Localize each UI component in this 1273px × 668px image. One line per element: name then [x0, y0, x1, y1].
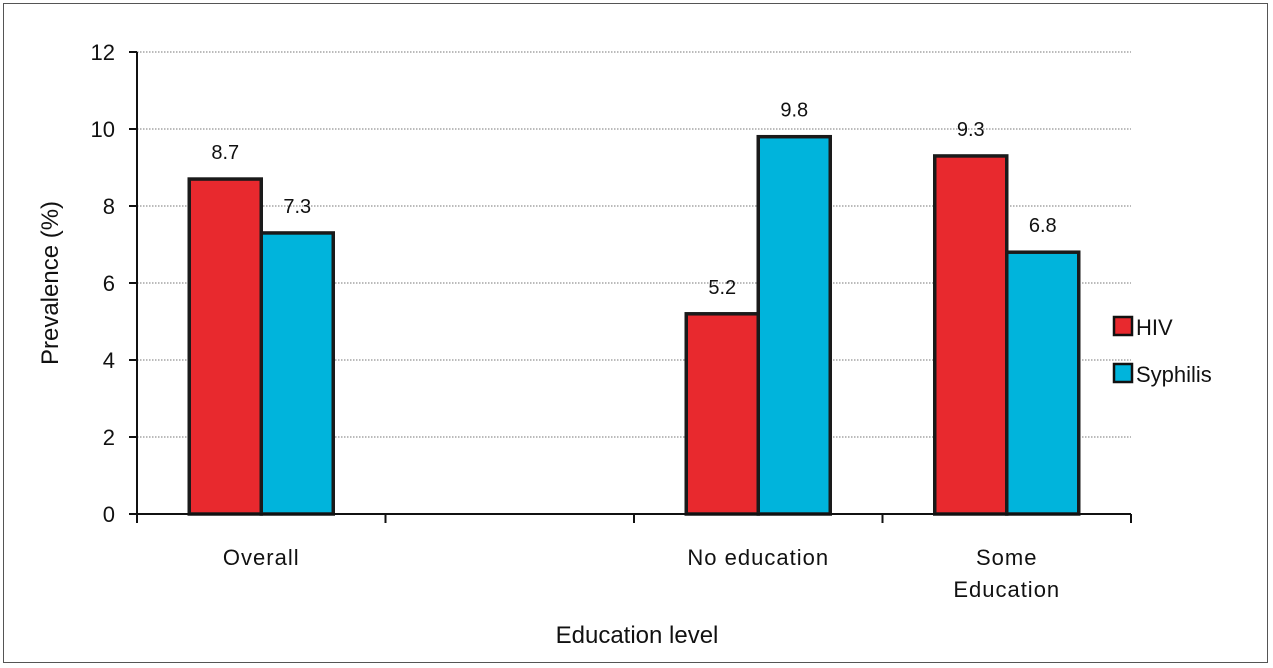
x-axis-title: Education level — [556, 622, 719, 649]
data-label: 9.8 — [780, 100, 808, 122]
data-label: 5.2 — [708, 277, 736, 299]
y-tick-label: 8 — [103, 194, 115, 219]
bar-hiv — [933, 154, 1009, 516]
data-label: 7.3 — [283, 196, 311, 218]
y-tick-label: 12 — [91, 40, 115, 65]
y-tick-label: 6 — [103, 271, 115, 296]
data-label: 6.8 — [1029, 215, 1057, 237]
legend-label-syphilis: Syphilis — [1136, 362, 1212, 387]
data-label: 9.3 — [957, 119, 985, 141]
x-category-label: Some — [976, 545, 1037, 570]
y-tick-label: 2 — [103, 425, 115, 450]
legend-swatch-hiv — [1112, 315, 1134, 337]
legend-swatch-syphilis — [1112, 362, 1134, 384]
legend-label-hiv: HIV — [1136, 315, 1173, 340]
y-tick-label: 10 — [91, 117, 115, 142]
bar-hiv — [684, 312, 760, 516]
x-category-label: Overall — [223, 545, 300, 570]
data-label: 8.7 — [211, 142, 239, 164]
axes: 0 2 4 6 8 10 12 Overall No education Some Educatio… — [91, 40, 1132, 602]
y-tick-label: 4 — [103, 348, 115, 373]
bars — [187, 134, 1081, 516]
bar-syphilis — [259, 231, 335, 516]
x-category-label: Education — [953, 577, 1060, 602]
data-labels: 8.7 5.2 9.3 7.3 9.8 6.8 — [211, 100, 1056, 299]
y-tick-label: 0 — [103, 502, 115, 527]
legend: HIV Syphilis — [1112, 315, 1212, 387]
bar-syphilis — [1005, 250, 1081, 516]
bar-hiv — [187, 177, 263, 516]
x-category-label: No education — [687, 545, 829, 570]
y-axis-title: Prevalence (%) — [37, 201, 64, 365]
bar-syphilis — [756, 134, 832, 516]
